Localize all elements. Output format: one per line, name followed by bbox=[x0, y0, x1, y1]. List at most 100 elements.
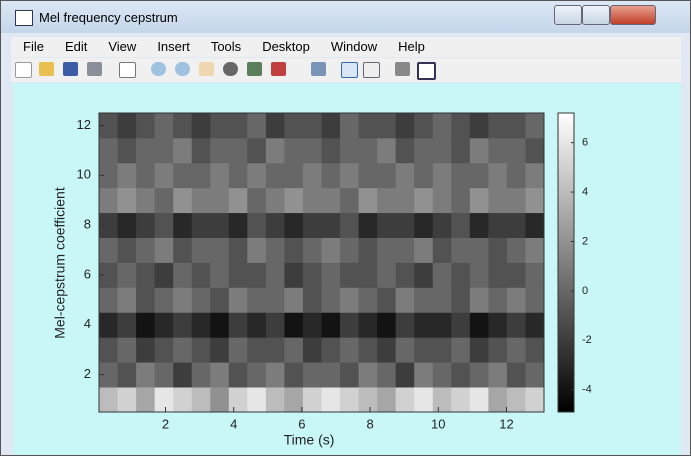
colorbar-icon[interactable] bbox=[341, 62, 358, 78]
heatmap-cell bbox=[229, 113, 248, 138]
heatmap-cell bbox=[118, 312, 137, 337]
heatmap-cell bbox=[507, 337, 526, 362]
heatmap-cell bbox=[303, 163, 322, 188]
heatmap-cell bbox=[303, 238, 322, 263]
heatmap-cell bbox=[488, 238, 507, 263]
zoom-out-icon[interactable] bbox=[175, 62, 190, 76]
heatmap-cell bbox=[210, 362, 229, 387]
heatmap-cell bbox=[155, 188, 174, 213]
zoom-in-icon[interactable] bbox=[151, 62, 166, 76]
heatmap-cell bbox=[414, 337, 433, 362]
heatmap-cell bbox=[229, 387, 248, 412]
heatmap-cell bbox=[470, 163, 489, 188]
heatmap-cell bbox=[451, 387, 470, 412]
heatmap-cell bbox=[229, 287, 248, 312]
y-tick-label: 8 bbox=[84, 217, 91, 232]
heatmap-cell bbox=[155, 287, 174, 312]
maximize-button[interactable] bbox=[582, 5, 610, 25]
menu-item[interactable]: Desktop bbox=[262, 39, 310, 54]
heatmap-cell bbox=[359, 113, 378, 138]
heatmap-cell bbox=[433, 113, 452, 138]
heatmap-cell bbox=[210, 213, 229, 238]
heatmap-cell bbox=[525, 138, 544, 163]
save-icon[interactable] bbox=[63, 62, 78, 76]
minimize-button[interactable] bbox=[554, 5, 582, 25]
heatmap-cell bbox=[322, 312, 341, 337]
heatmap-cell bbox=[340, 163, 359, 188]
heatmap-cell bbox=[99, 138, 118, 163]
menu-item[interactable]: Window bbox=[331, 39, 377, 54]
link-icon[interactable] bbox=[311, 62, 326, 76]
heatmap-cell bbox=[303, 287, 322, 312]
heatmap-cell bbox=[396, 362, 415, 387]
heatmap-cell bbox=[284, 163, 303, 188]
print-icon[interactable] bbox=[87, 62, 102, 76]
brush-icon[interactable] bbox=[271, 62, 286, 76]
heatmap-cell bbox=[470, 113, 489, 138]
heatmap-cell bbox=[377, 138, 396, 163]
heatmap-cell bbox=[303, 387, 322, 412]
heatmap-cell bbox=[136, 113, 155, 138]
heatmap-cell bbox=[247, 138, 266, 163]
heatmap-cell bbox=[414, 263, 433, 288]
heatmap-cell bbox=[266, 312, 285, 337]
x-tick-label: 10 bbox=[431, 416, 445, 431]
heatmap-cell bbox=[451, 113, 470, 138]
heatmap-cell bbox=[340, 387, 359, 412]
x-tick-label: 8 bbox=[366, 416, 373, 431]
x-tick-label: 6 bbox=[298, 416, 305, 431]
menu-item[interactable]: Insert bbox=[157, 39, 190, 54]
heatmap-cell bbox=[396, 337, 415, 362]
open-icon[interactable] bbox=[39, 62, 54, 76]
heatmap-cell bbox=[99, 387, 118, 412]
heatmap-cell bbox=[488, 113, 507, 138]
heatmap-cell bbox=[340, 287, 359, 312]
heatmap-cell bbox=[433, 387, 452, 412]
heatmap-cell bbox=[359, 312, 378, 337]
heatmap-cell bbox=[99, 188, 118, 213]
colorbar-tick-label: 2 bbox=[582, 235, 588, 247]
heatmap-cell bbox=[359, 387, 378, 412]
heatmap-cell bbox=[247, 387, 266, 412]
dock-icon[interactable] bbox=[417, 62, 436, 80]
pointer-icon[interactable] bbox=[119, 62, 136, 78]
heatmap-cell bbox=[229, 263, 248, 288]
menu-item[interactable]: Edit bbox=[65, 39, 87, 54]
heatmap-cell bbox=[192, 238, 211, 263]
heatmap-cell bbox=[414, 387, 433, 412]
heatmap-cell bbox=[229, 362, 248, 387]
heatmap-cell bbox=[396, 312, 415, 337]
datacursor-icon[interactable] bbox=[247, 62, 262, 76]
heatmap-cell bbox=[210, 337, 229, 362]
heatmap-cell bbox=[155, 312, 174, 337]
figure-window: Mel frequency cepstrum FileEditViewInser… bbox=[0, 0, 691, 456]
heatmap-cell bbox=[155, 362, 174, 387]
menu-item[interactable]: Tools bbox=[211, 39, 241, 54]
heatmap-cell bbox=[210, 238, 229, 263]
heatmap-cell bbox=[359, 138, 378, 163]
menu-item[interactable]: File bbox=[23, 39, 44, 54]
heatmap-cell bbox=[396, 287, 415, 312]
heatmap-cell bbox=[173, 387, 192, 412]
hide-tools-icon[interactable] bbox=[395, 62, 410, 76]
rotate-icon[interactable] bbox=[223, 62, 238, 76]
menu-item[interactable]: Help bbox=[398, 39, 425, 54]
legend-icon[interactable] bbox=[363, 62, 380, 78]
heatmap-cell bbox=[118, 163, 137, 188]
heatmap-cell bbox=[118, 362, 137, 387]
heatmap-cell bbox=[284, 362, 303, 387]
heatmap-cell bbox=[322, 113, 341, 138]
heatmap-cell bbox=[192, 387, 211, 412]
heatmap-cell bbox=[525, 287, 544, 312]
x-tick-label: 4 bbox=[230, 416, 237, 431]
heatmap-cell bbox=[192, 188, 211, 213]
close-button[interactable] bbox=[610, 5, 656, 25]
heatmap-cell bbox=[266, 163, 285, 188]
heatmap-cell bbox=[507, 362, 526, 387]
pan-icon[interactable] bbox=[199, 62, 214, 76]
heatmap-cell bbox=[396, 213, 415, 238]
menu-item[interactable]: View bbox=[108, 39, 136, 54]
heatmap-cell bbox=[396, 138, 415, 163]
new-icon[interactable] bbox=[15, 62, 32, 78]
